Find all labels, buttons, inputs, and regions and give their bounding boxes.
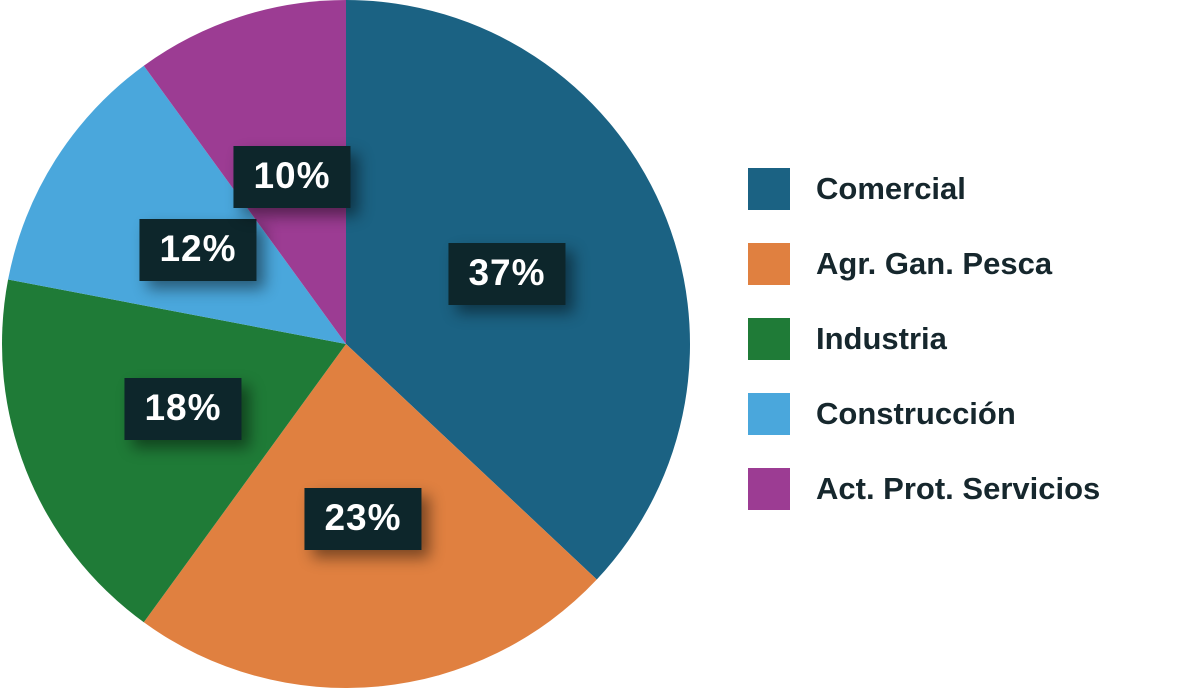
- pie-chart: [1, 0, 690, 688]
- pie-value-label-comercial: 37%: [448, 243, 566, 305]
- legend-label-act-prot-servicios: Act. Prot. Servicios: [816, 471, 1101, 506]
- legend-swatch-construcci-n: [748, 393, 790, 435]
- legend-label-comercial: Comercial: [816, 171, 966, 206]
- legend-item-agr-gan-pesca: Agr. Gan. Pesca: [748, 243, 1100, 285]
- pie-slice-industria: [1, 279, 347, 623]
- pie-value-label-construcci-n: 12%: [139, 219, 257, 281]
- legend-item-act-prot-servicios: Act. Prot. Servicios: [748, 468, 1100, 510]
- legend-swatch-agr-gan-pesca: [748, 243, 790, 285]
- legend-swatch-industria: [748, 318, 790, 360]
- legend-item-industria: Industria: [748, 318, 1100, 360]
- pie-slice-construcci-n: [8, 65, 347, 344]
- legend-item-comercial: Comercial: [748, 168, 1100, 210]
- pie-value-label-act-prot-servicios: 10%: [233, 146, 351, 208]
- pie-value-label-industria: 18%: [124, 378, 242, 440]
- legend-item-construcci-n: Construcción: [748, 393, 1100, 435]
- legend-label-industria: Industria: [816, 321, 947, 356]
- legend-swatch-act-prot-servicios: [748, 468, 790, 510]
- legend-label-construcci-n: Construcción: [816, 396, 1016, 431]
- pie-value-label-agr-gan-pesca: 23%: [304, 488, 422, 550]
- legend: Comercial Agr. Gan. Pesca Industria Constru…: [748, 168, 1100, 510]
- legend-swatch-comercial: [748, 168, 790, 210]
- legend-label-agr-gan-pesca: Agr. Gan. Pesca: [816, 246, 1053, 281]
